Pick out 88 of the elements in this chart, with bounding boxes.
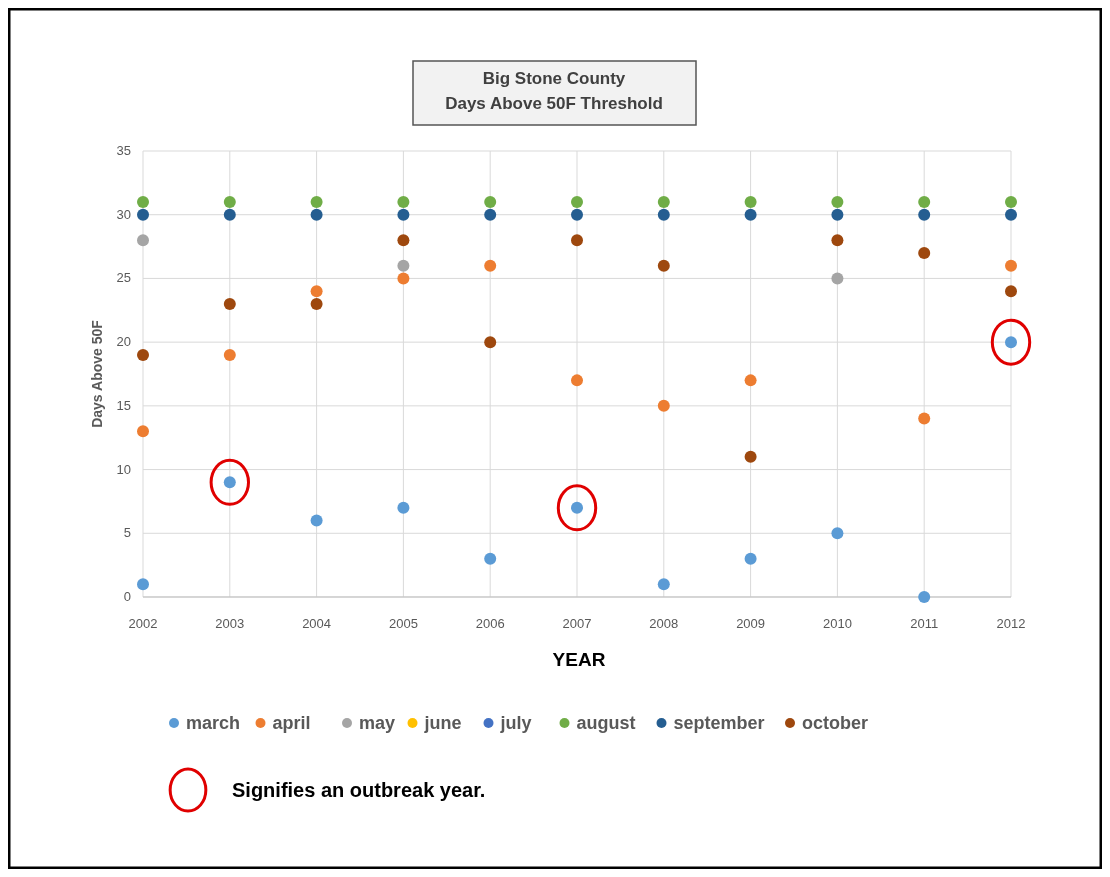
point	[397, 272, 410, 285]
point	[744, 450, 757, 463]
legend-label: march	[186, 713, 241, 733]
y-tick-label: 25	[116, 270, 131, 286]
legend-label: october	[802, 713, 869, 733]
point	[397, 259, 410, 272]
point	[831, 527, 844, 540]
point	[223, 348, 236, 361]
y-tick-label: 0	[123, 589, 131, 604]
y-tick-label: 15	[116, 397, 131, 413]
point	[310, 514, 323, 527]
chart-title: Big Stone County Days Above 50F Threshold	[445, 69, 663, 113]
x-axis-title: YEAR	[552, 649, 606, 670]
legend-label: september	[673, 713, 765, 733]
point	[918, 412, 931, 425]
y-axis-title: Days Above 50F	[89, 319, 105, 428]
legend-label: august	[576, 713, 636, 733]
point	[657, 399, 670, 412]
point	[223, 195, 236, 208]
y-tick-label: 20	[116, 334, 131, 350]
point	[137, 578, 149, 591]
x-tick-label: 2006	[475, 616, 505, 631]
legend-label: Signifies an outbreak year.	[232, 779, 486, 801]
y-tick-label: 5	[123, 525, 131, 541]
x-tick-label: 2010	[822, 616, 852, 631]
point	[744, 552, 757, 565]
point	[831, 234, 844, 247]
x-tick-label: 2005	[388, 616, 418, 631]
point	[744, 374, 757, 387]
point	[484, 208, 497, 221]
point	[831, 195, 844, 208]
point	[310, 297, 323, 310]
point	[571, 195, 583, 208]
point	[1005, 195, 1017, 208]
point	[397, 234, 410, 247]
point	[310, 195, 323, 208]
point	[918, 208, 931, 221]
x-tick-label: 2002	[128, 616, 158, 631]
x-tick-label: 2007	[562, 616, 592, 631]
point	[744, 195, 757, 208]
legend-label: june	[423, 713, 462, 733]
point	[137, 195, 149, 208]
point	[1005, 285, 1017, 298]
point	[137, 348, 149, 361]
point	[397, 208, 410, 221]
y-tick-label: 30	[116, 206, 131, 222]
point	[209, 458, 250, 506]
point	[571, 374, 583, 387]
point	[484, 336, 497, 349]
x-tick-label: 2009	[736, 616, 766, 631]
y-tick-label: 10	[116, 461, 131, 477]
x-tick-label: 2003	[215, 616, 245, 631]
point	[556, 484, 598, 532]
point	[918, 195, 931, 208]
point	[484, 195, 497, 208]
point	[484, 552, 497, 565]
point	[223, 208, 236, 221]
point	[571, 234, 583, 247]
point	[397, 195, 410, 208]
x-tick-label: 2004	[302, 616, 332, 631]
point	[918, 591, 931, 603]
point	[310, 208, 323, 221]
legend-label: july	[499, 713, 532, 733]
point	[397, 501, 410, 514]
point	[831, 208, 844, 221]
point	[918, 246, 931, 259]
point	[310, 285, 323, 298]
point	[137, 208, 149, 221]
x-tick-label: 2011	[910, 616, 939, 631]
legend-label: april	[272, 713, 311, 733]
y-tick-label: 35	[116, 143, 131, 158]
point	[223, 297, 236, 310]
x-tick-label: 2012	[996, 616, 1026, 631]
point	[1005, 259, 1017, 272]
point	[1005, 208, 1017, 221]
x-tick-label: 2008	[649, 616, 679, 631]
point	[990, 318, 1032, 366]
point	[137, 425, 149, 438]
point	[657, 195, 670, 208]
point	[657, 208, 670, 221]
point	[744, 208, 757, 221]
point	[137, 234, 149, 247]
point	[657, 578, 670, 591]
point	[657, 259, 670, 272]
point	[571, 208, 583, 221]
point	[484, 259, 497, 272]
legend-label: may	[359, 713, 396, 733]
point	[831, 272, 844, 285]
